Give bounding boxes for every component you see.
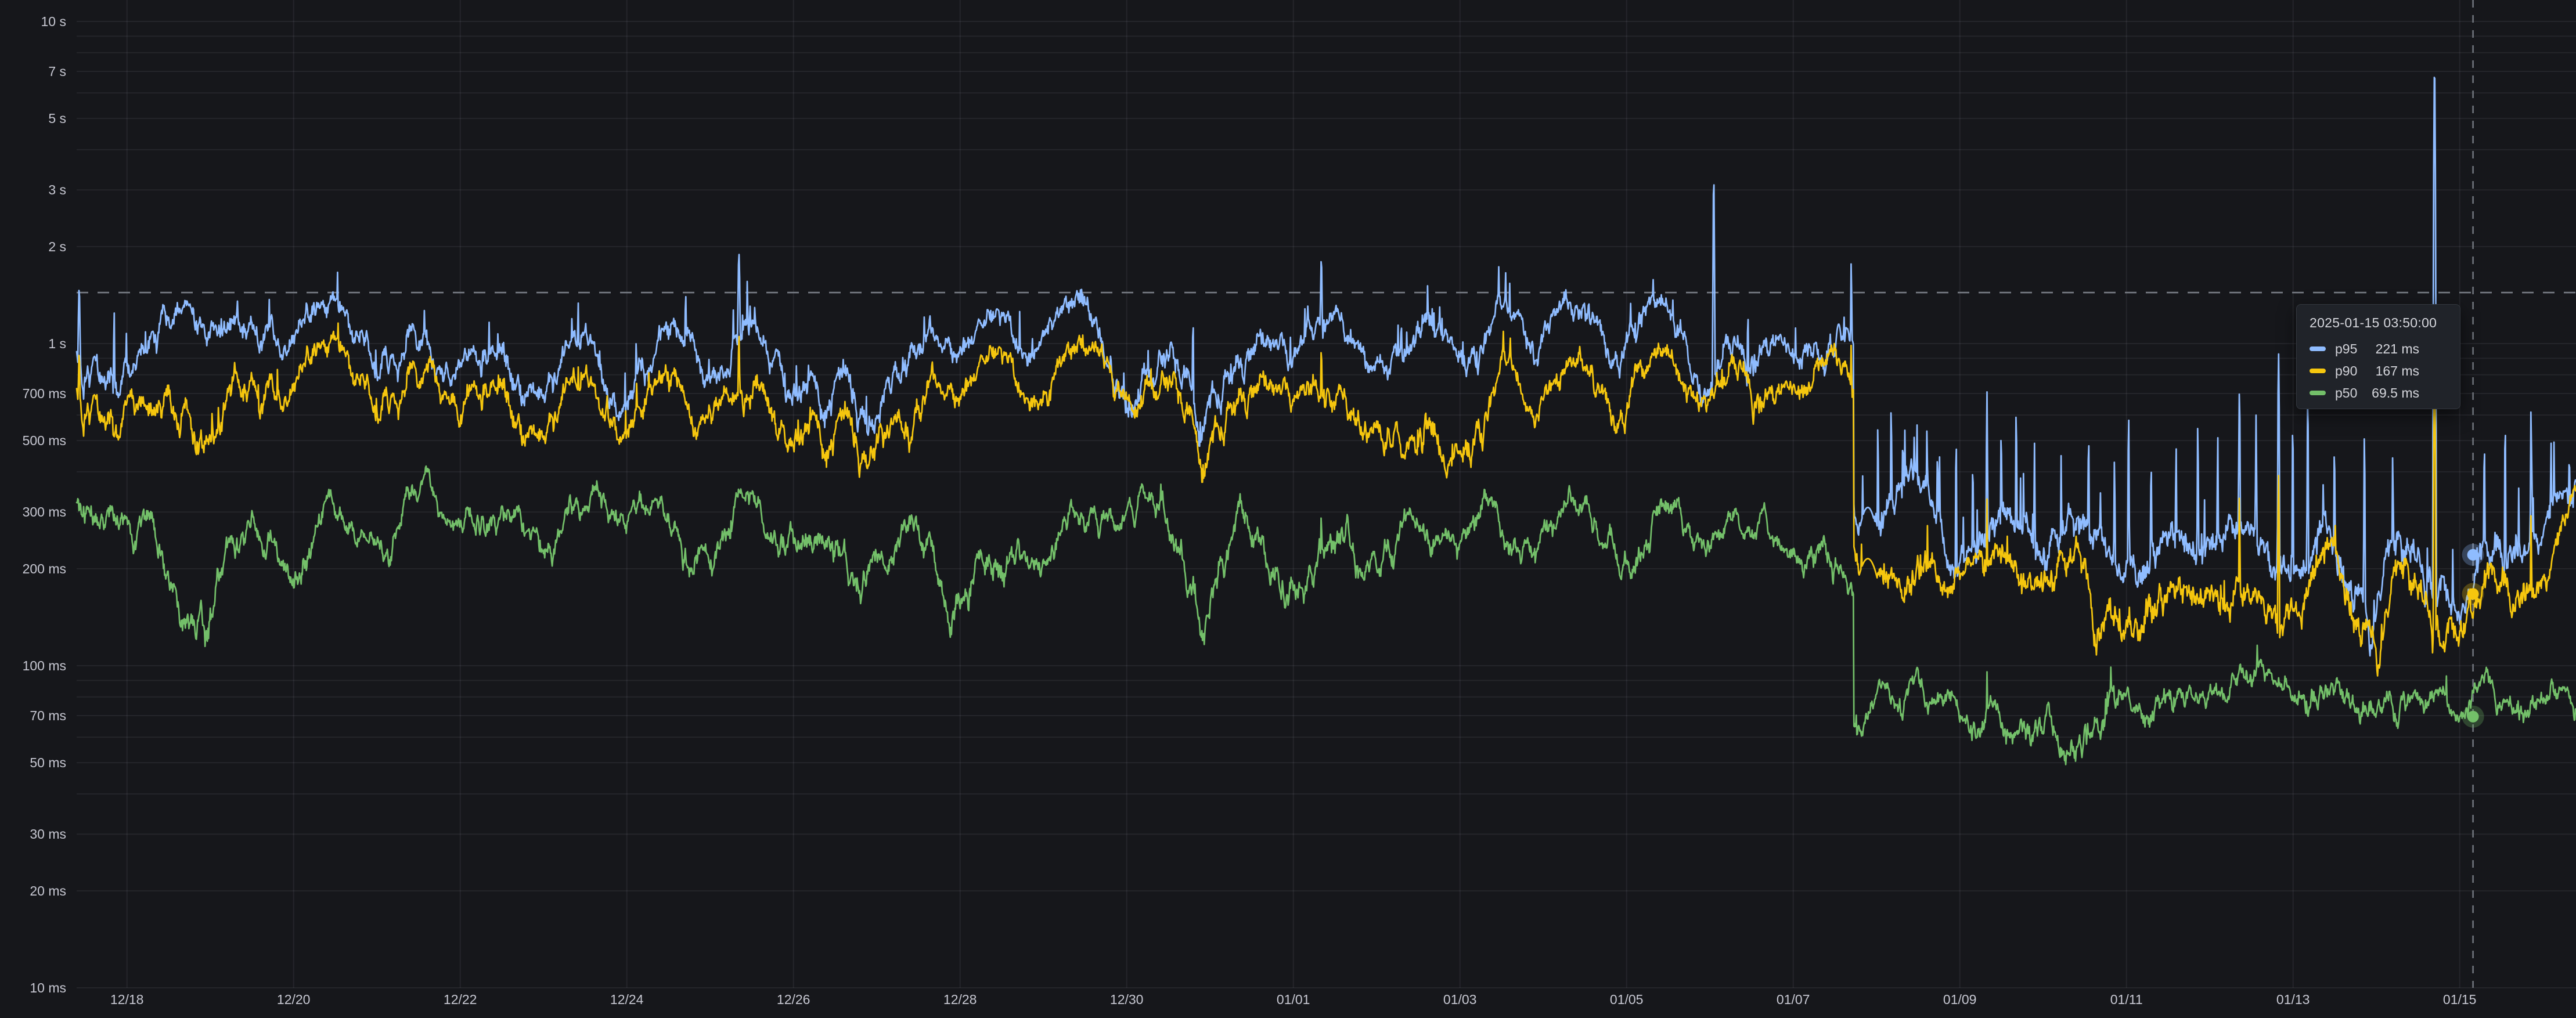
p90-series-color-pill bbox=[2310, 369, 2326, 373]
tooltip-row-p50: p50 69.5 ms bbox=[2308, 382, 2448, 404]
x-axis-tick-label: 01/05 bbox=[1610, 992, 1644, 1007]
tooltip-row-p90: p90 167 ms bbox=[2308, 360, 2448, 382]
hover-point-p95 bbox=[2467, 548, 2479, 561]
p50-series-line bbox=[75, 465, 2576, 766]
y-axis-tick-label: 5 s bbox=[48, 111, 66, 126]
y-axis-tick-label: 50 ms bbox=[30, 755, 66, 770]
p90-series-line bbox=[75, 322, 2576, 677]
y-axis-tick-label: 10 ms bbox=[30, 980, 66, 995]
y-axis-tick-label: 7 s bbox=[48, 64, 66, 79]
x-axis-tick-label: 12/28 bbox=[943, 992, 977, 1007]
tooltip-series-label: p95 bbox=[2335, 341, 2358, 356]
x-axis-tick-label: 12/18 bbox=[110, 992, 144, 1007]
y-axis-tick-label: 30 ms bbox=[30, 826, 66, 842]
x-axis-tick-label: 12/26 bbox=[777, 992, 810, 1007]
y-axis-tick-label: 500 ms bbox=[23, 433, 66, 448]
y-axis-tick-label: 10 s bbox=[41, 14, 66, 29]
x-axis-tick-label: 01/13 bbox=[2276, 992, 2310, 1007]
hover-point-p50 bbox=[2467, 710, 2479, 723]
tooltip-series-value: 69.5 ms bbox=[2372, 385, 2419, 400]
y-axis-tick-label: 20 ms bbox=[30, 883, 66, 898]
hover-point-p90 bbox=[2467, 588, 2479, 600]
x-axis-tick-label: 01/07 bbox=[1777, 992, 1810, 1007]
x-axis-tick-label: 12/20 bbox=[277, 992, 311, 1007]
x-axis-tick-label: 01/11 bbox=[2110, 992, 2143, 1007]
tooltip-series-value: 167 ms bbox=[2375, 363, 2419, 378]
tooltip-series-value: 221 ms bbox=[2375, 341, 2419, 356]
p95-series-line bbox=[75, 77, 2576, 657]
x-axis-tick-label: 12/24 bbox=[610, 992, 644, 1007]
x-axis-tick-label: 01/09 bbox=[1943, 992, 1977, 1007]
tooltip-series-label: p50 bbox=[2335, 385, 2358, 400]
x-axis-tick-label: 12/30 bbox=[1110, 992, 1144, 1007]
tooltip-series-label: p90 bbox=[2335, 363, 2358, 378]
y-axis-tick-label: 700 ms bbox=[23, 386, 66, 401]
x-axis-tick-label: 01/01 bbox=[1277, 992, 1310, 1007]
tooltip-row-p95: p95 221 ms bbox=[2308, 338, 2448, 360]
p50-series-color-pill bbox=[2310, 391, 2326, 395]
tooltip-timestamp: 2025-01-15 03:50:00 bbox=[2310, 315, 2437, 330]
x-axis-tick-label: 01/03 bbox=[1443, 992, 1477, 1007]
y-axis-tick-label: 70 ms bbox=[30, 708, 66, 723]
x-axis-tick-label: 01/15 bbox=[2443, 992, 2477, 1007]
x-axis-tick-label: 12/22 bbox=[444, 992, 477, 1007]
y-axis-tick-label: 200 ms bbox=[23, 561, 66, 576]
y-axis-tick-label: 100 ms bbox=[23, 658, 66, 673]
y-axis-tick-label: 3 s bbox=[48, 182, 66, 197]
y-axis-tick-label: 2 s bbox=[48, 239, 66, 254]
y-axis-tick-label: 300 ms bbox=[23, 504, 66, 519]
hover-tooltip: 2025-01-15 03:50:00 p95 221 ms p90 167 m… bbox=[2296, 304, 2460, 409]
y-axis-tick-label: 1 s bbox=[48, 336, 66, 351]
p95-series-color-pill bbox=[2310, 346, 2326, 351]
